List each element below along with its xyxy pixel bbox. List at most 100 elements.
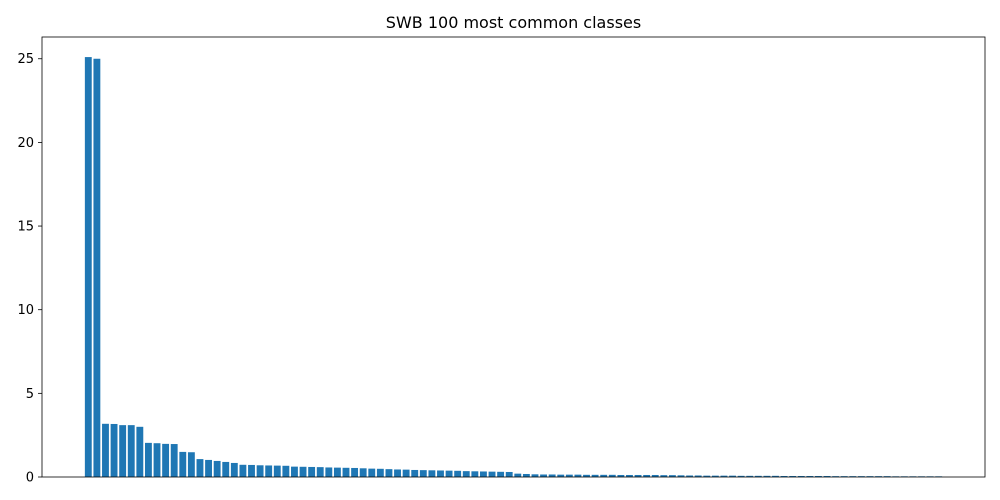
y-axis: 0 5 10 15 20 25 xyxy=(17,52,42,486)
bar-49 xyxy=(497,471,505,477)
bar-41 xyxy=(428,470,436,477)
bar-64 xyxy=(626,474,633,477)
bar-87 xyxy=(823,476,831,477)
bar-5 xyxy=(119,425,127,477)
bar-51 xyxy=(514,473,522,477)
bar-90 xyxy=(849,476,857,477)
bar-63 xyxy=(617,474,625,477)
bar-31 xyxy=(342,467,350,477)
bar-73 xyxy=(703,475,711,477)
bar-53 xyxy=(531,474,539,477)
bar-77 xyxy=(737,475,745,477)
bar-62 xyxy=(608,474,616,477)
bar-68 xyxy=(660,475,668,477)
bar-4 xyxy=(110,423,118,477)
bar-48 xyxy=(488,471,496,477)
bar-76 xyxy=(729,475,736,477)
bar-20 xyxy=(248,464,255,477)
bar-27 xyxy=(308,466,316,477)
bar-39 xyxy=(411,469,419,477)
bar-6 xyxy=(127,425,135,477)
bar-52 xyxy=(522,473,530,477)
bar-69 xyxy=(668,475,676,477)
bar-40 xyxy=(419,470,427,477)
bar-86 xyxy=(815,476,822,477)
bar-75 xyxy=(720,475,728,477)
bar-91 xyxy=(857,476,865,477)
bar-9 xyxy=(153,443,161,477)
bar-47 xyxy=(480,471,487,477)
bar-34 xyxy=(368,468,376,477)
bar-43 xyxy=(445,470,453,477)
bars-group xyxy=(84,57,943,477)
bar-54 xyxy=(540,474,547,477)
bar-3 xyxy=(102,423,109,477)
y-tick-label: 25 xyxy=(17,52,34,67)
bar-44 xyxy=(454,470,462,477)
bar-89 xyxy=(840,476,848,477)
bar-35 xyxy=(376,468,384,477)
bar-46 xyxy=(471,471,479,477)
y-tick-label: 20 xyxy=(17,136,34,151)
bar-10 xyxy=(162,443,170,477)
bar-25 xyxy=(291,466,298,477)
chart-title: SWB 100 most common classes xyxy=(386,13,641,32)
bar-17 xyxy=(222,461,230,477)
bar-78 xyxy=(746,475,754,477)
bar-58 xyxy=(574,474,582,477)
bar-26 xyxy=(299,466,307,477)
bar-71 xyxy=(686,475,694,477)
plot-frame xyxy=(41,36,986,478)
y-tick-label: 10 xyxy=(17,303,34,318)
bar-32 xyxy=(351,467,359,477)
bar-66 xyxy=(643,474,651,477)
bar-33 xyxy=(359,468,367,477)
bar-38 xyxy=(402,469,410,477)
bar-13 xyxy=(187,452,195,477)
bar-65 xyxy=(634,474,642,477)
bar-85 xyxy=(806,476,814,477)
bar-83 xyxy=(789,476,797,477)
bar-84 xyxy=(797,476,805,477)
bar-2 xyxy=(93,58,101,477)
bar-67 xyxy=(651,474,659,477)
bar-11 xyxy=(170,444,178,477)
bar-21 xyxy=(256,465,264,477)
y-tick-label: 15 xyxy=(17,220,34,235)
bar-45 xyxy=(462,471,470,477)
bar-14 xyxy=(196,459,204,477)
bar-72 xyxy=(694,475,702,477)
bar-22 xyxy=(265,465,273,477)
bar-15 xyxy=(205,459,212,477)
bar-92 xyxy=(866,476,874,477)
bar-8 xyxy=(144,442,152,477)
bar-23 xyxy=(273,465,281,477)
bar-61 xyxy=(600,474,608,477)
bar-18 xyxy=(230,462,238,477)
bar-56 xyxy=(557,474,565,477)
bar-59 xyxy=(583,474,590,477)
bar-30 xyxy=(333,467,341,477)
bar-88 xyxy=(832,476,840,477)
bar-12 xyxy=(179,451,187,477)
bar-24 xyxy=(282,465,290,477)
bar-28 xyxy=(316,467,324,477)
bar-1 xyxy=(84,57,92,477)
bar-57 xyxy=(565,474,573,477)
bar-74 xyxy=(711,475,719,477)
bar-50 xyxy=(505,471,513,477)
bar-60 xyxy=(591,474,599,477)
bar-80 xyxy=(763,475,771,477)
y-tick-label: 5 xyxy=(26,387,34,402)
bar-79 xyxy=(754,475,762,477)
bar-93 xyxy=(875,476,883,477)
bar-42 xyxy=(437,470,444,477)
bar-70 xyxy=(677,475,685,477)
bar-7 xyxy=(136,426,144,477)
bar-55 xyxy=(548,474,556,477)
bar-37 xyxy=(394,469,401,477)
y-tick-label: 0 xyxy=(26,471,34,486)
bar-29 xyxy=(325,467,333,477)
